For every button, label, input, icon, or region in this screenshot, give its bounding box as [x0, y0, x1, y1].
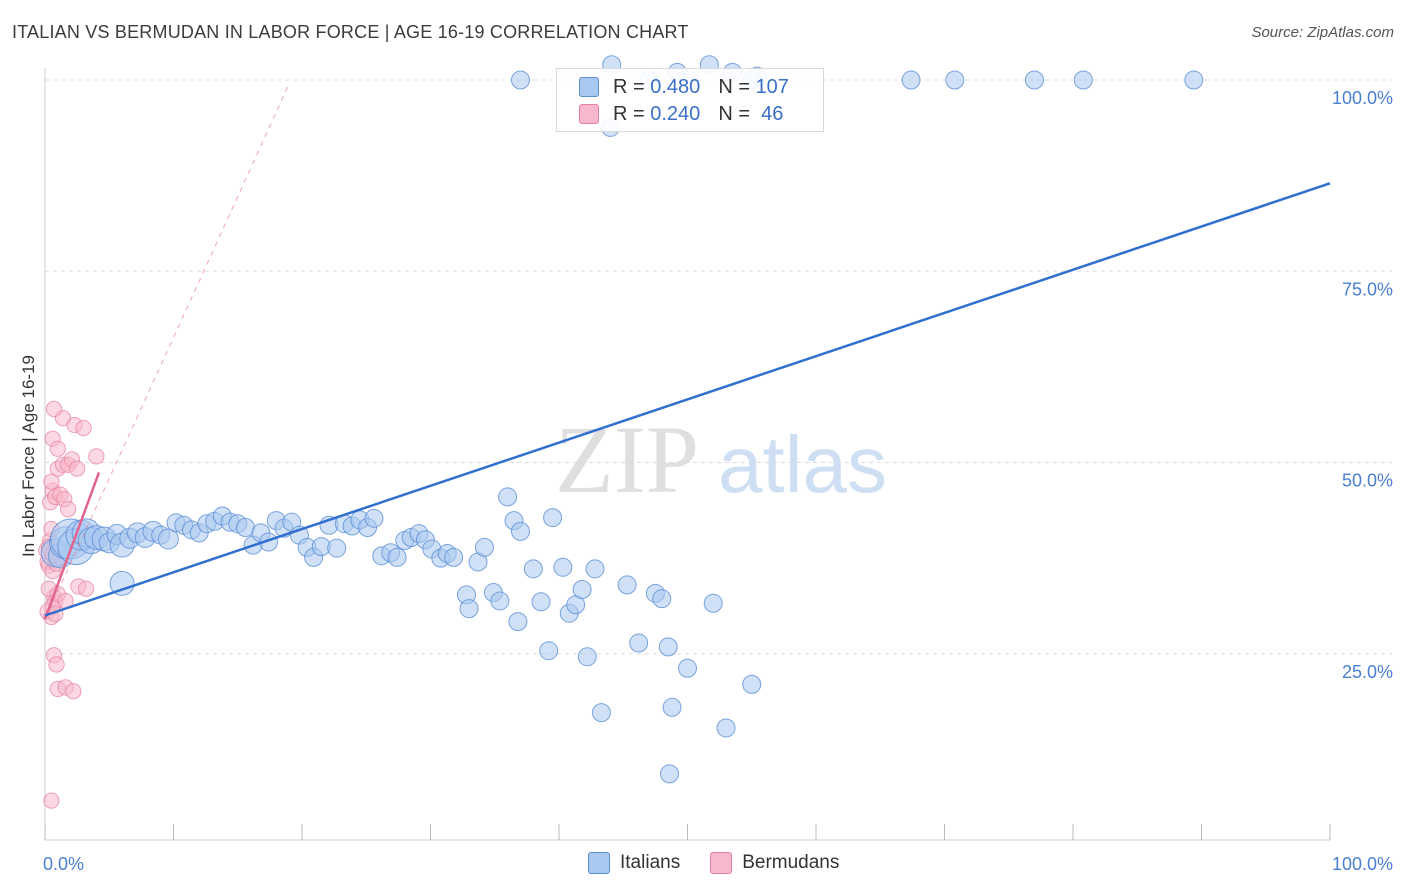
italians-point: [652, 589, 672, 609]
legend-swatch-bermudans: [710, 852, 733, 874]
italians-point: [572, 579, 592, 599]
italians-point: [543, 508, 563, 528]
legend-r-value: 0.480: [650, 75, 701, 98]
italians-point: [660, 764, 680, 784]
italians-point: [716, 718, 736, 738]
italians-point: [1024, 70, 1044, 90]
stats-legend: R = 0.480 N = 107 R = 0.240 N = 46: [556, 68, 824, 132]
bermudans-point: [77, 580, 95, 597]
series-legend-italians[interactable]: Italians: [588, 852, 680, 874]
trend-lines: [43, 83, 1331, 620]
italians-point: [591, 703, 611, 723]
italians-point: [474, 537, 494, 557]
italians-point: [742, 674, 762, 694]
italians-point: [629, 633, 649, 653]
bermudans-point: [68, 460, 86, 477]
italians-point: [510, 70, 530, 90]
italians-point: [510, 521, 530, 541]
italians-point: [508, 612, 528, 632]
italians-point: [364, 508, 384, 528]
italians-point: [498, 487, 518, 507]
italians-point: [531, 592, 551, 612]
italians-trend-line: [44, 182, 1331, 617]
italians-point: [662, 697, 682, 717]
bermudans-point: [88, 448, 105, 465]
series-legend-bermudans[interactable]: Bermudans: [710, 852, 839, 874]
legend-swatch-italians: [588, 852, 610, 874]
italians-point: [1073, 70, 1093, 90]
legend-n-label: N =: [718, 102, 750, 125]
tick-labels: 25.0% 50.0% 75.0% 100.0% 0.0% 100.0%: [43, 88, 1393, 874]
italians-point: [553, 557, 573, 577]
legend-n-value: 107: [755, 75, 789, 98]
bermudans-point: [75, 419, 92, 437]
x-tick-label: 0.0%: [43, 854, 84, 874]
italians-point: [539, 641, 559, 661]
series-legend: Italians Bermudans: [588, 852, 869, 874]
legend-row-bermudans: R = 0.240 N = 46: [579, 102, 783, 126]
italians-point: [945, 70, 965, 90]
y-tick-label: 75.0%: [1342, 279, 1393, 299]
watermark: ZIP atlas: [555, 406, 887, 513]
bermudans-trend-line: [43, 472, 101, 620]
legend-swatch-italians: [579, 77, 599, 97]
bermudans-point: [65, 683, 82, 700]
bermudans-point: [43, 473, 60, 490]
italians-point: [157, 528, 179, 550]
legend-swatch-bermudans: [579, 104, 599, 124]
bermudans-point: [59, 501, 77, 518]
italians-point: [1184, 70, 1204, 90]
y-tick-label: 100.0%: [1332, 88, 1393, 108]
legend-r-label: R =: [613, 75, 645, 98]
y-tick-label: 50.0%: [1342, 471, 1393, 491]
italians-point: [490, 591, 510, 611]
italians-point: [658, 637, 678, 657]
legend-label-italians: Italians: [620, 852, 681, 873]
watermark-atlas: atlas: [718, 420, 887, 509]
chart-title: ITALIAN VS BERMUDAN IN LABOR FORCE | AGE…: [12, 22, 689, 42]
y-tick-label: 25.0%: [1342, 662, 1393, 682]
bermudans-point: [43, 792, 60, 809]
x-tick-label: 100.0%: [1332, 854, 1393, 874]
italians-point: [523, 559, 543, 579]
legend-label-bermudans: Bermudans: [742, 852, 840, 873]
italians-point: [703, 593, 723, 613]
italians-point: [678, 658, 697, 678]
italians-point: [617, 575, 637, 595]
legend-row-italians: R = 0.480 N = 107: [579, 75, 789, 99]
gridlines: [45, 79, 1392, 655]
legend-n-value: 46: [755, 102, 784, 125]
source-label: Source: ZipAtlas.com: [1251, 24, 1394, 41]
legend-r-label: R =: [613, 102, 645, 125]
bermudans-point: [49, 440, 66, 457]
y-axis-label: In Labor Force | Age 16-19: [19, 355, 38, 557]
legend-r-value: 0.240: [650, 102, 701, 125]
italians-point: [327, 538, 347, 558]
legend-n-label: N =: [718, 75, 750, 98]
italians-point: [109, 570, 135, 596]
italians-point: [387, 547, 407, 567]
italians-point: [459, 599, 479, 619]
italians-point: [577, 647, 597, 667]
watermark-zip: ZIP: [555, 406, 699, 513]
bermudans-point: [48, 656, 65, 673]
bermudans-point: [45, 400, 63, 418]
italians-point: [444, 547, 464, 567]
axes: [44, 68, 1331, 841]
bermudans-trend-extended: [44, 83, 290, 620]
italians-point: [585, 559, 605, 579]
italians-point: [901, 70, 921, 90]
